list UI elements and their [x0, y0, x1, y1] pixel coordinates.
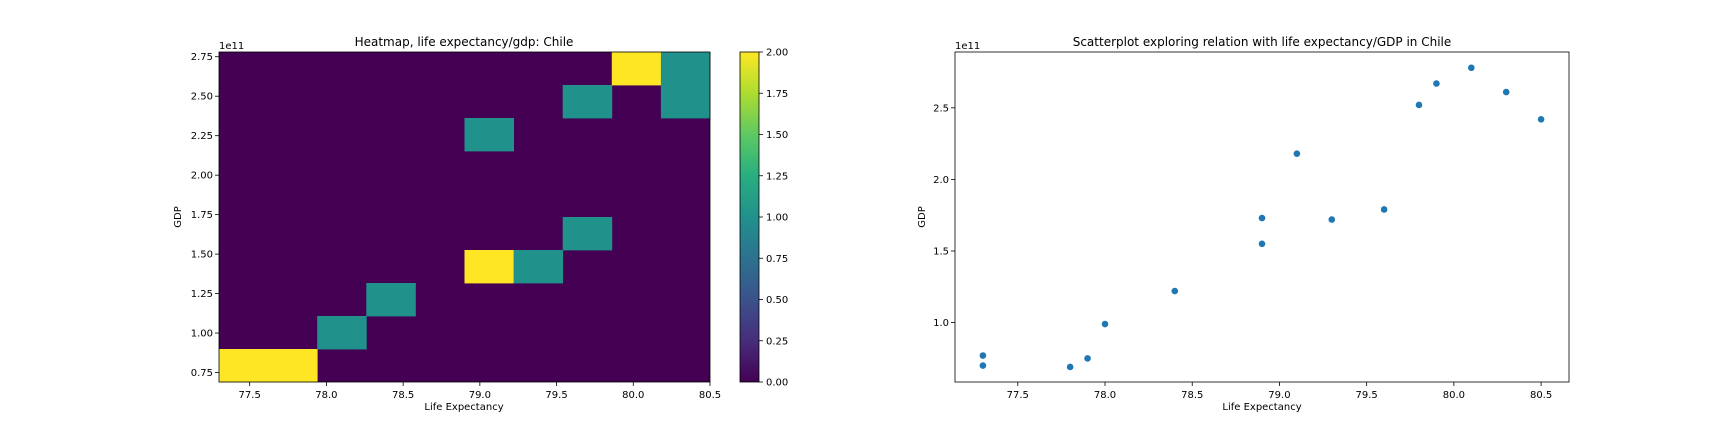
- heatmap-x-ticks: 77.5 78.0 78.5 79.0 79.5 80.0 80.5: [239, 382, 721, 401]
- colorbar-tick-label: 1.25: [766, 171, 788, 182]
- colorbar-tick-label: 1.00: [766, 213, 788, 224]
- scatter-y-axis-label: GDP: [917, 206, 928, 227]
- colorbar-tick-label: 1.50: [766, 130, 788, 141]
- x-tick-label: 78.5: [392, 390, 414, 401]
- heatmap-cell: [562, 217, 613, 251]
- scatter-title: Scatterplot exploring relation with life…: [1073, 35, 1452, 49]
- x-tick-label: 79.0: [1268, 390, 1290, 401]
- scatter-point: [1415, 101, 1423, 109]
- heatmap-cell: [464, 250, 514, 284]
- scatter-points: [979, 64, 1545, 371]
- heatmap-cells: [219, 52, 711, 383]
- x-tick-label: 78.0: [315, 390, 337, 401]
- heatmap-y-axis-label: GDP: [173, 206, 184, 227]
- colorbar-ticks: 0.00 0.25 0.50 0.75 1.00 1.25 1.50 1.75 2.00: [759, 48, 788, 389]
- heatmap-title: Heatmap, life expectancy/gdp: Chile: [355, 35, 574, 49]
- heatmap-background: [219, 52, 710, 382]
- heatmap-cell: [660, 52, 711, 86]
- scatter-x-ticks: 77.5 78.0 78.5 79.0 79.5 80.0 80.5: [1007, 382, 1552, 401]
- x-tick-label: 80.0: [1443, 390, 1465, 401]
- colorbar-tick-label: 0.50: [766, 295, 788, 306]
- y-tick-label: 1.00: [191, 329, 213, 340]
- y-tick-label: 1.5: [933, 247, 949, 258]
- y-tick-label: 1.75: [191, 210, 213, 221]
- scatter-point: [1328, 216, 1336, 223]
- y-tick-label: 2.75: [191, 52, 213, 63]
- heatmap-cell: [268, 349, 318, 383]
- y-tick-label: 0.75: [191, 368, 213, 379]
- y-tick-label: 2.5: [933, 103, 949, 114]
- heatmap-x-axis-label: Life Expectancy: [424, 402, 503, 413]
- heatmap-cell: [513, 250, 564, 284]
- colorbar-tick-label: 0.75: [766, 254, 788, 265]
- y-tick-label: 2.00: [191, 171, 213, 182]
- colorbar-tick-label: 0.25: [766, 336, 788, 347]
- colorbar-tick-label: 1.75: [766, 89, 788, 100]
- y-tick-label: 1.0: [933, 318, 949, 329]
- scatter-point: [1066, 363, 1074, 371]
- scatter-point: [1293, 150, 1301, 157]
- scatter-point: [1502, 88, 1510, 96]
- x-tick-label: 79.5: [545, 390, 567, 401]
- scatter-point: [1537, 115, 1545, 123]
- scatter-point: [1258, 240, 1266, 248]
- scatter-point: [979, 352, 987, 359]
- x-tick-label: 77.5: [239, 390, 261, 401]
- colorbar-tick-label: 0.00: [766, 378, 788, 389]
- scatter-x-axis-label: Life Expectancy: [1222, 402, 1301, 413]
- scatter-point: [1433, 80, 1440, 87]
- x-tick-label: 80.0: [622, 390, 644, 401]
- heatmap-cell: [660, 85, 711, 119]
- x-tick-label: 80.5: [1530, 390, 1552, 401]
- heatmap-cell: [317, 316, 367, 350]
- scatter-point: [1171, 287, 1179, 295]
- scatter-point: [1380, 206, 1388, 213]
- scatter-panel: Scatterplot exploring relation with life…: [917, 35, 1570, 413]
- scatter-point: [979, 362, 987, 369]
- x-tick-label: 78.0: [1094, 390, 1116, 401]
- heatmap-panel: Heatmap, life expectancy/gdp: Chile 77.5…: [173, 35, 721, 413]
- scatter-y-offset-label: 1e11: [955, 41, 980, 52]
- scatter-point: [1101, 320, 1109, 328]
- scatter-plot-frame: [954, 51, 1570, 383]
- x-tick-label: 79.0: [469, 390, 491, 401]
- y-tick-label: 1.50: [191, 250, 213, 261]
- scatter-point: [1468, 64, 1475, 72]
- x-tick-label: 77.5: [1007, 390, 1029, 401]
- y-tick-label: 2.25: [191, 131, 213, 142]
- y-tick-label: 1.25: [191, 289, 213, 300]
- y-tick-label: 2.0: [933, 175, 949, 186]
- scatter-point: [1258, 214, 1266, 222]
- colorbar-tick-label: 2.00: [766, 48, 788, 59]
- heatmap-cell: [464, 118, 514, 152]
- x-tick-label: 80.5: [699, 390, 721, 401]
- scatter-point: [1084, 355, 1091, 362]
- y-tick-label: 2.50: [191, 92, 213, 103]
- x-tick-label: 78.5: [1181, 390, 1203, 401]
- heatmap-cell: [611, 52, 662, 86]
- heatmap-cell: [366, 283, 416, 317]
- colorbar-gradient: [739, 51, 760, 383]
- colorbar: 0.00 0.25 0.50 0.75 1.00 1.25 1.50 1.75 2.00: [739, 48, 788, 389]
- heatmap-cell: [562, 85, 613, 119]
- heatmap-plot-frame: [218, 51, 711, 383]
- heatmap-cell: [219, 349, 269, 383]
- heatmap-y-ticks: 0.75 1.00 1.25 1.50 1.75 2.00 2.25 2.50 2.75: [191, 52, 219, 379]
- heatmap-y-offset-label: 1e11: [219, 41, 244, 52]
- x-tick-label: 79.5: [1356, 390, 1378, 401]
- scatter-y-ticks: 1.0 1.5 2.0 2.5: [933, 103, 955, 329]
